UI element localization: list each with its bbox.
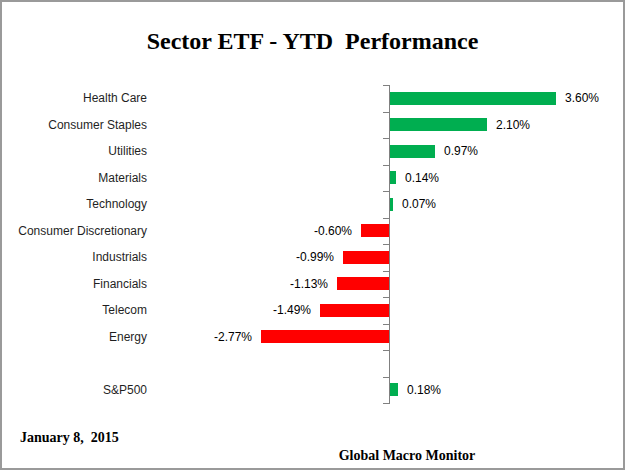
value-label: 0.07% xyxy=(402,191,436,218)
value-label: -0.99% xyxy=(296,244,334,271)
value-label: -1.49% xyxy=(273,297,311,324)
axis-tick xyxy=(383,297,389,298)
bar xyxy=(390,383,398,396)
category-label: Materials xyxy=(2,165,147,192)
bar xyxy=(320,304,389,317)
value-label: 0.14% xyxy=(405,165,439,192)
axis-tick xyxy=(383,350,389,351)
value-label: -2.77% xyxy=(214,324,252,351)
category-label: Energy xyxy=(2,324,147,351)
category-label: Financials xyxy=(2,271,147,298)
category-label: S&P500 xyxy=(2,377,147,404)
bar xyxy=(343,251,389,264)
category-label: Health Care xyxy=(2,85,147,112)
category-label: Technology xyxy=(2,191,147,218)
axis-tick xyxy=(383,377,389,378)
value-label: 0.18% xyxy=(407,377,441,404)
value-label: -1.13% xyxy=(290,271,328,298)
axis-tick xyxy=(383,218,389,219)
category-label: Consumer Discretionary xyxy=(2,218,147,245)
value-label: -0.60% xyxy=(314,218,352,245)
category-label: Telecom xyxy=(2,297,147,324)
axis-tick xyxy=(383,165,389,166)
category-label: Consumer Staples xyxy=(2,112,147,139)
axis-tick xyxy=(383,85,389,86)
value-label: 2.10% xyxy=(496,112,530,139)
category-axis-line xyxy=(389,85,390,404)
value-label: 0.97% xyxy=(444,138,478,165)
bar xyxy=(390,118,487,131)
axis-tick xyxy=(383,244,389,245)
bar xyxy=(337,277,389,290)
axis-tick xyxy=(383,191,389,192)
chart-frame: Sector ETF - YTD Performance Health Care… xyxy=(0,0,625,470)
bar xyxy=(361,224,389,237)
axis-tick xyxy=(383,403,389,404)
credit-name: Global Macro Monitor xyxy=(305,447,509,465)
bar xyxy=(390,198,393,211)
axis-tick xyxy=(383,271,389,272)
bar xyxy=(390,171,396,184)
value-label: 3.60% xyxy=(565,85,599,112)
axis-tick xyxy=(383,112,389,113)
axis-tick xyxy=(383,324,389,325)
chart-title: Sector ETF - YTD Performance xyxy=(2,28,623,55)
category-label: Industrials xyxy=(2,244,147,271)
footer-date: January 8, 2015 xyxy=(20,430,119,446)
bar xyxy=(261,330,389,343)
bar xyxy=(390,92,556,105)
bar xyxy=(390,145,435,158)
category-label: Utilities xyxy=(2,138,147,165)
axis-tick xyxy=(383,138,389,139)
footer-credit: Global Macro Monitor macromon.wordpress.… xyxy=(305,412,509,470)
